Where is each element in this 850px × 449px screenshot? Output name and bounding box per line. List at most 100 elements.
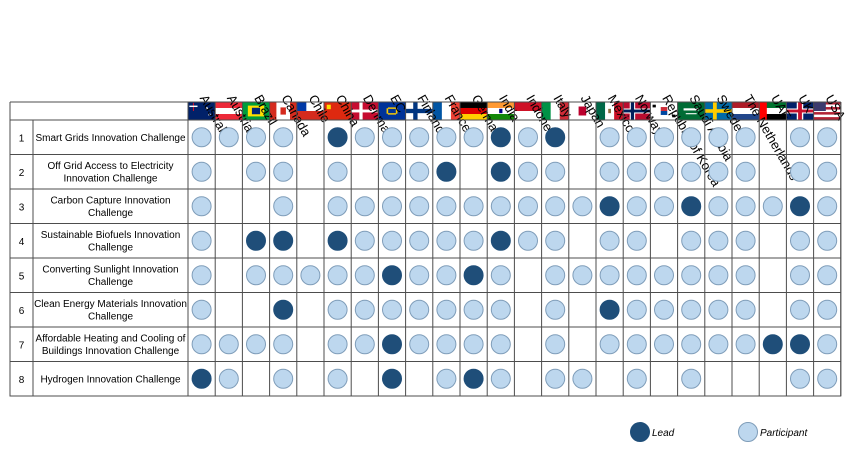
participant-dot <box>327 265 348 286</box>
participant-dot <box>382 299 402 320</box>
lead-dot <box>382 368 402 389</box>
participant-dot <box>654 265 674 286</box>
participant-dot <box>681 265 702 286</box>
participant-dot <box>273 196 294 217</box>
participant-dot <box>654 334 674 355</box>
lead-dot <box>762 334 783 355</box>
participant-dot <box>409 299 430 320</box>
participant-dot <box>490 196 511 217</box>
lead-dot <box>273 230 294 251</box>
participant-dot <box>463 127 484 148</box>
row-number: 1 <box>19 133 25 144</box>
participant-dot <box>191 230 212 251</box>
participant-dot <box>735 127 756 148</box>
participant-dot <box>246 265 266 286</box>
participant-dot <box>354 196 375 217</box>
participant-dot <box>735 196 756 217</box>
participant-dot <box>191 299 212 320</box>
participant-dot <box>654 127 674 148</box>
participant-dot <box>191 196 212 217</box>
flag-chile-icon <box>296 102 324 120</box>
participant-dot <box>191 127 212 148</box>
lead-dot <box>790 196 810 217</box>
flag-republic-of-korea-icon <box>650 102 678 120</box>
row-label-hydrogen-innovation-challenge: Hydrogen Innovation Challenge <box>40 374 181 385</box>
lead-dot <box>599 299 620 320</box>
participant-dot <box>191 161 212 182</box>
participant-dot <box>518 127 538 148</box>
lead-dot <box>191 368 212 389</box>
participant-dot <box>382 196 402 217</box>
participant-dot <box>681 368 702 389</box>
participant-dot <box>246 127 266 148</box>
participant-dot <box>817 161 838 182</box>
lead-dot <box>545 127 566 148</box>
participant-dot <box>599 161 620 182</box>
lead-dot <box>463 368 484 389</box>
legend-participant-label: Participant <box>760 428 808 439</box>
participant-dot <box>626 299 647 320</box>
participant-dot <box>572 196 593 217</box>
flag-indonesia-icon <box>514 102 542 120</box>
lead-dot <box>382 334 402 355</box>
participant-dot <box>409 161 430 182</box>
participant-dot <box>790 127 810 148</box>
row-number: 8 <box>19 375 25 386</box>
row-label-clean-energy-materials-innovation-challenge: Clean Energy Materials Innovation Challen… <box>34 299 187 323</box>
lead-dot <box>327 230 348 251</box>
participant-dot <box>545 196 566 217</box>
participant-dot <box>735 161 756 182</box>
participant-dot <box>409 230 430 251</box>
participant-dot <box>354 299 375 320</box>
participant-dot <box>626 334 647 355</box>
legend-lead-dot <box>630 422 650 442</box>
row-number: 2 <box>19 168 25 179</box>
participant-dot <box>681 299 702 320</box>
participant-dot <box>626 230 647 251</box>
participant-dot <box>191 265 212 286</box>
lead-dot <box>490 161 511 182</box>
flag-france-icon <box>432 102 460 120</box>
participant-dot <box>490 265 511 286</box>
participant-dot <box>599 230 620 251</box>
row-label-converting-sunlight-innovation-challenge: Converting Sunlight Innovation Challenge <box>42 265 178 289</box>
participant-dot <box>708 127 729 148</box>
participant-dot <box>708 230 729 251</box>
row-label-sustainable-biofuels-innovation-challenge: Sustainable Biofuels Innovation Challenge <box>41 230 181 254</box>
row-label-smart-grids-innovation-challenge: Smart Grids Innovation Challenge <box>35 133 186 144</box>
flag-uae-icon <box>759 102 787 120</box>
participant-dot <box>545 299 566 320</box>
participant-dot <box>790 368 810 389</box>
participant-dot <box>790 230 810 251</box>
participant-dot <box>762 196 783 217</box>
participant-dot <box>218 127 239 148</box>
table-grid <box>9 101 842 397</box>
row-label-affordable-heating-and-cooling-of-buildings-innovation-challenge: Affordable Heating and Cooling of Buildin… <box>36 334 186 358</box>
participant-dot <box>327 368 348 389</box>
participant-dot <box>626 127 647 148</box>
participant-dot <box>654 299 674 320</box>
participant-dot <box>545 265 566 286</box>
participant-dot <box>626 265 647 286</box>
participant-dot <box>409 265 430 286</box>
participant-dot <box>790 299 810 320</box>
lead-dot <box>599 196 620 217</box>
status-dots <box>191 127 838 389</box>
row-label-off-grid-access-to-electricity-innovation-challenge: Off Grid Access to Electricity Innovation… <box>48 161 174 185</box>
participant-dot <box>191 334 212 355</box>
flag-brazil-icon <box>242 102 270 120</box>
participant-dot <box>654 196 674 217</box>
row-number: 6 <box>19 306 25 317</box>
legend-participant-dot <box>738 422 758 442</box>
participant-dot <box>327 334 348 355</box>
participant-dot <box>708 161 729 182</box>
participant-dot <box>436 265 457 286</box>
participant-dot <box>735 230 756 251</box>
flag-mexico-icon <box>596 102 624 120</box>
participant-dot <box>572 265 593 286</box>
flag-sweden-icon <box>704 102 732 120</box>
participant-dot <box>518 230 538 251</box>
participant-dot <box>436 299 457 320</box>
participant-dot <box>626 368 647 389</box>
participant-dot <box>490 334 511 355</box>
